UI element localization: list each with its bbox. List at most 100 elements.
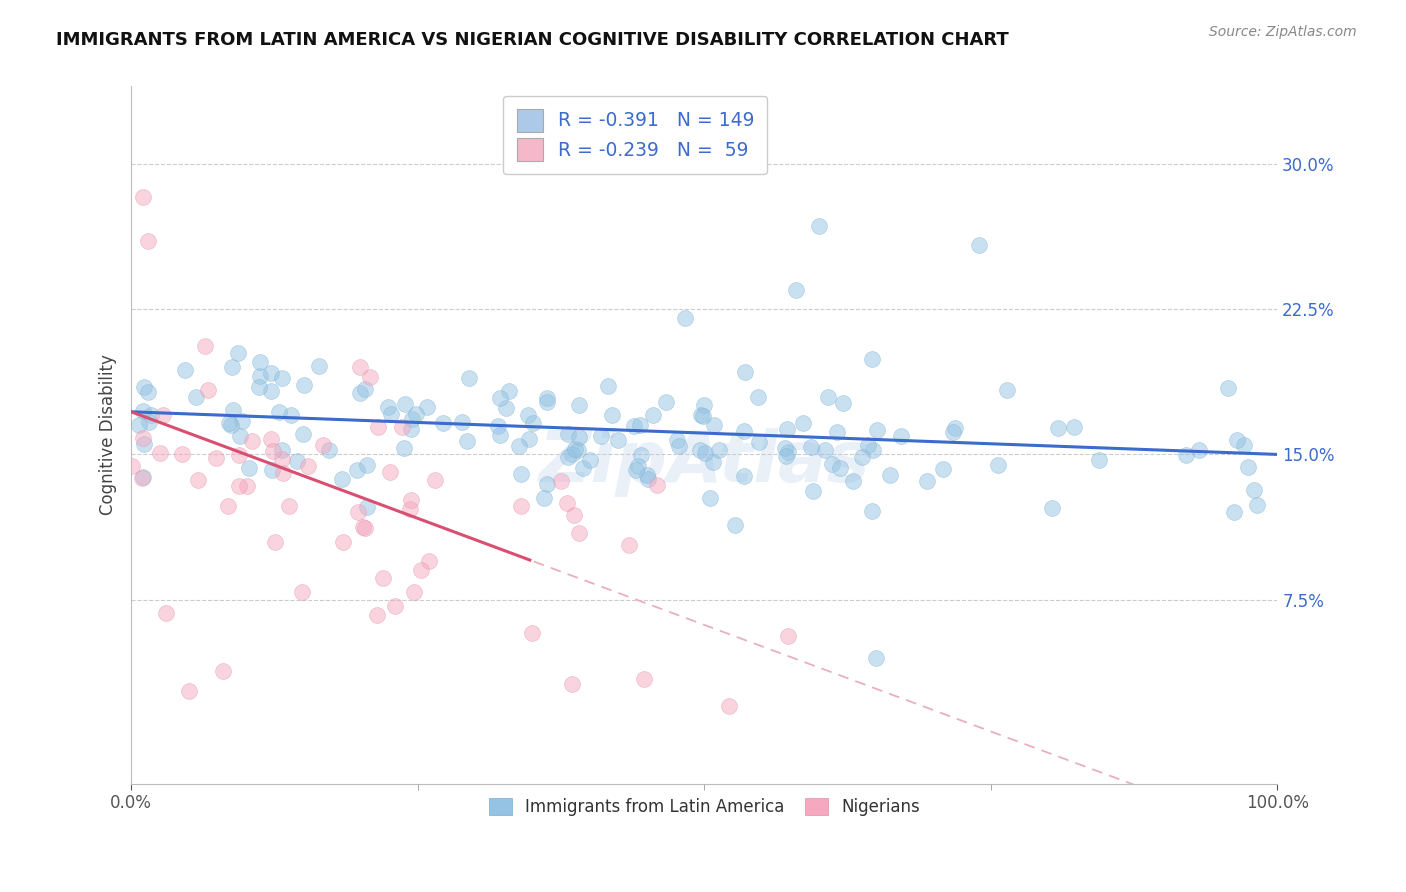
- Point: [509, 467, 531, 481]
- Point: [776, 445, 799, 459]
- Point: [879, 467, 901, 482]
- Point: [155, 607, 177, 621]
- Point: [458, 371, 481, 385]
- Point: [380, 407, 402, 421]
- Point: [353, 383, 375, 397]
- Point: [260, 433, 283, 447]
- Point: [600, 408, 623, 422]
- Point: [399, 493, 422, 508]
- Text: IMMIGRANTS FROM LATIN AMERICA VS NIGERIAN COGNITIVE DISABILITY CORRELATION CHART: IMMIGRANTS FROM LATIN AMERICA VS NIGERIA…: [56, 31, 1010, 49]
- Point: [842, 474, 865, 488]
- Point: [377, 400, 399, 414]
- Point: [827, 425, 849, 439]
- Point: [668, 439, 690, 453]
- Point: [332, 534, 354, 549]
- Point: [356, 500, 378, 514]
- Point: [270, 371, 292, 385]
- Point: [416, 400, 439, 414]
- Point: [865, 650, 887, 665]
- Point: [218, 417, 240, 431]
- Point: [778, 629, 800, 643]
- Point: [567, 443, 589, 458]
- Point: [636, 467, 658, 482]
- Point: [138, 415, 160, 429]
- Point: [1088, 452, 1111, 467]
- Point: [509, 499, 531, 513]
- Point: [488, 427, 510, 442]
- Point: [717, 699, 740, 714]
- Point: [619, 538, 641, 552]
- Point: [1218, 382, 1240, 396]
- Point: [231, 414, 253, 428]
- Point: [1174, 448, 1197, 462]
- Point: [132, 380, 155, 394]
- Point: [423, 473, 446, 487]
- Point: [456, 434, 478, 448]
- Point: [271, 451, 294, 466]
- Point: [418, 554, 440, 568]
- Point: [359, 370, 381, 384]
- Point: [579, 453, 602, 467]
- Point: [860, 351, 883, 366]
- Point: [366, 607, 388, 622]
- Point: [240, 434, 263, 449]
- Point: [432, 416, 454, 430]
- Point: [637, 472, 659, 486]
- Point: [517, 433, 540, 447]
- Point: [555, 496, 578, 510]
- Point: [349, 386, 371, 401]
- Point: [814, 443, 837, 458]
- Point: [1223, 505, 1246, 519]
- Point: [516, 408, 538, 422]
- Point: [1246, 498, 1268, 512]
- Point: [567, 525, 589, 540]
- Point: [401, 412, 423, 426]
- Point: [932, 462, 955, 476]
- Point: [1188, 443, 1211, 458]
- Point: [197, 383, 219, 397]
- Point: [271, 442, 294, 457]
- Point: [645, 478, 668, 492]
- Point: [748, 434, 770, 449]
- Point: [221, 360, 243, 375]
- Point: [655, 394, 678, 409]
- Point: [409, 563, 432, 577]
- Point: [128, 418, 150, 433]
- Point: [693, 398, 716, 412]
- Point: [285, 454, 308, 468]
- Point: [312, 438, 335, 452]
- Point: [488, 391, 510, 405]
- Point: [851, 450, 873, 465]
- Point: [271, 467, 294, 481]
- Point: [568, 430, 591, 444]
- Point: [568, 398, 591, 412]
- Point: [132, 190, 155, 204]
- Point: [384, 599, 406, 613]
- Point: [278, 500, 301, 514]
- Point: [249, 369, 271, 384]
- Point: [1063, 420, 1085, 434]
- Point: [260, 463, 283, 477]
- Point: [405, 407, 427, 421]
- Point: [633, 672, 655, 686]
- Point: [1237, 460, 1260, 475]
- Point: [1233, 438, 1256, 452]
- Point: [557, 427, 579, 442]
- Point: [260, 384, 283, 398]
- Point: [561, 677, 583, 691]
- Point: [212, 665, 235, 679]
- Point: [987, 458, 1010, 472]
- Point: [817, 390, 839, 404]
- Point: [627, 458, 650, 473]
- Point: [665, 434, 688, 448]
- Point: [170, 447, 193, 461]
- Point: [856, 438, 879, 452]
- Point: [692, 409, 714, 423]
- Point: [495, 401, 517, 415]
- Point: [349, 360, 371, 375]
- Point: [235, 479, 257, 493]
- Point: [785, 283, 807, 297]
- Point: [292, 427, 315, 442]
- Point: [734, 365, 756, 379]
- Point: [821, 457, 844, 471]
